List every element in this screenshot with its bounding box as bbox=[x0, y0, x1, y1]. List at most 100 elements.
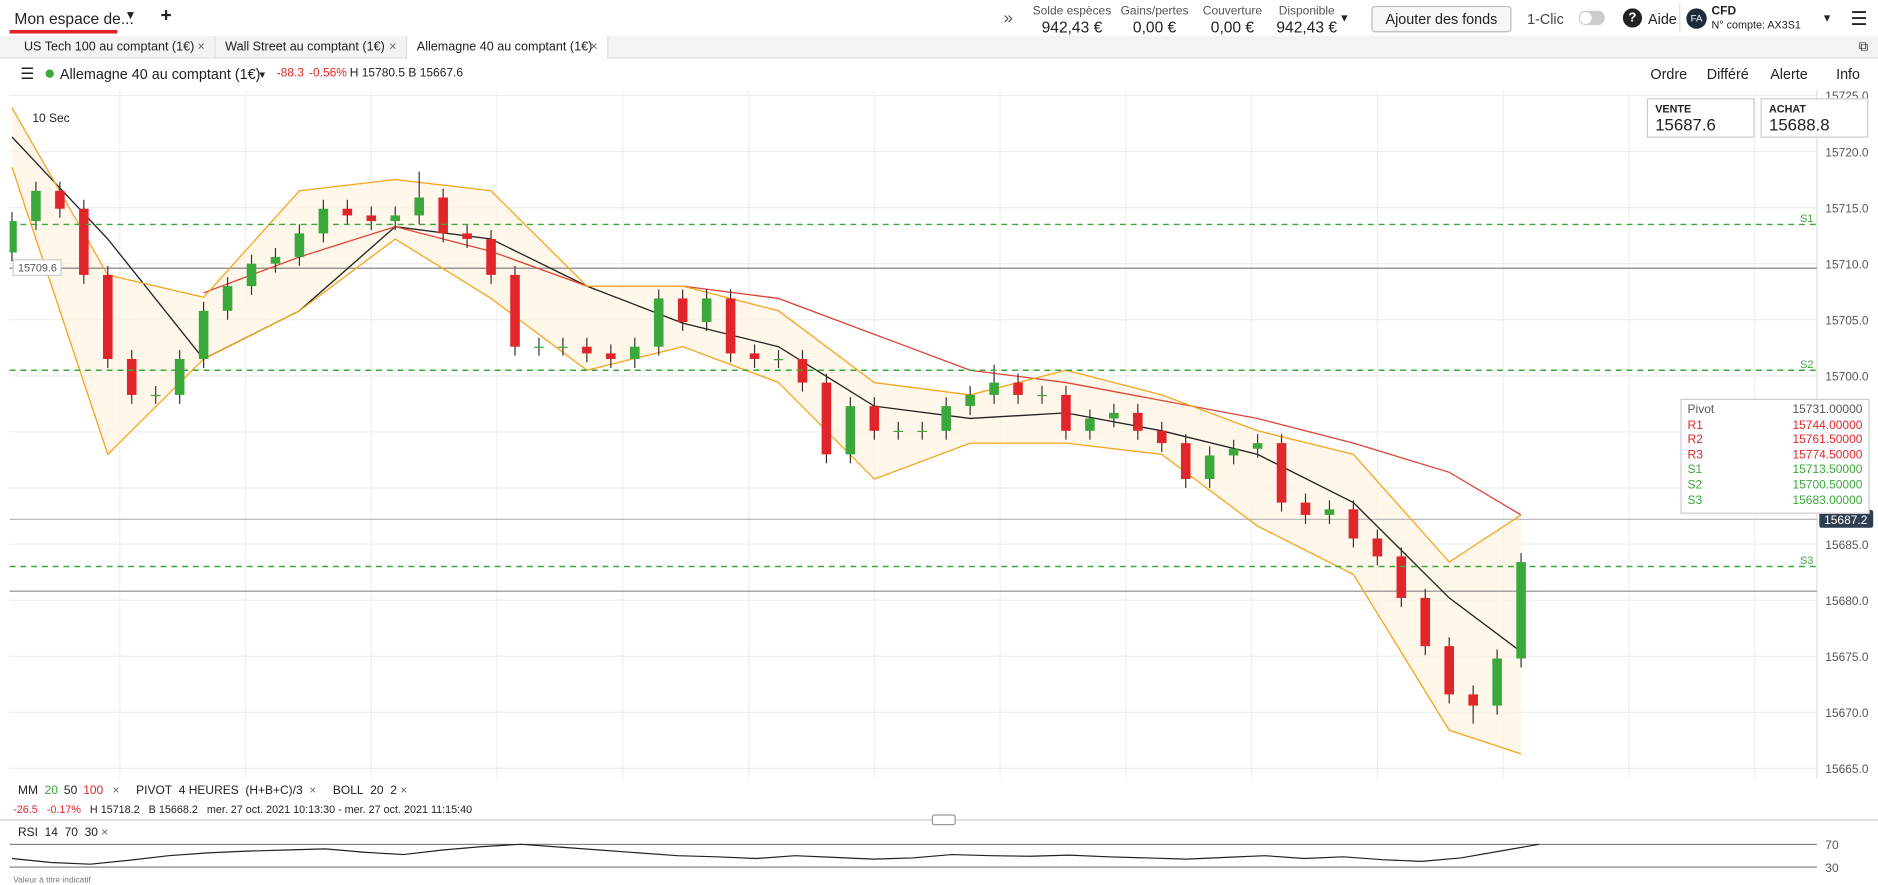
candle-body bbox=[606, 353, 616, 360]
pivot-row: Pivot 15731.00000 bbox=[1688, 404, 1863, 419]
pane-handle[interactable] bbox=[931, 814, 956, 826]
y-tick-label: 15700.0 bbox=[1825, 370, 1869, 384]
pivot-value: 15761.50000 bbox=[1792, 433, 1863, 447]
expand-icon[interactable]: » bbox=[1003, 7, 1014, 27]
candle-body bbox=[31, 190, 41, 222]
pivot-row: R1 15744.00000 bbox=[1688, 419, 1863, 434]
bollinger-fill bbox=[11, 107, 1522, 754]
pivot-name: S1 bbox=[1687, 463, 1703, 478]
candle-body bbox=[1037, 394, 1047, 397]
summary: Gains/pertes 0,00 € bbox=[1114, 5, 1195, 36]
candle-body bbox=[701, 298, 712, 323]
tab-label: Allemagne 40 au comptant (1€) bbox=[416, 39, 593, 54]
sell-price: 15687.6 bbox=[1655, 114, 1716, 135]
buy-box[interactable]: ACHAT 15688.8 bbox=[1760, 98, 1869, 138]
candle-body bbox=[126, 359, 137, 395]
pivot-name: R2 bbox=[1687, 433, 1703, 447]
pivot-line-label: S3 bbox=[1800, 555, 1813, 567]
pivot-row: S1 15713.50000 bbox=[1688, 464, 1863, 479]
dropdown-icon[interactable]: ▼ bbox=[1339, 11, 1350, 24]
info-change-pct: -0.17% bbox=[46, 803, 81, 816]
dropdown-icon[interactable]: ▼ bbox=[1821, 11, 1833, 24]
candle-body bbox=[55, 190, 65, 209]
instrument-name[interactable]: Allemagne 40 au comptant (1€) bbox=[59, 65, 261, 83]
pivot-value: 15744.00000 bbox=[1792, 418, 1863, 432]
candle-body bbox=[150, 394, 161, 397]
candle-body bbox=[342, 208, 353, 216]
help-link[interactable]: Aide bbox=[1648, 10, 1677, 28]
divider bbox=[1679, 3, 1681, 33]
summary-label: Disponible bbox=[1278, 4, 1335, 18]
menu-item[interactable]: Ordre bbox=[1650, 65, 1688, 83]
dropdown-icon[interactable]: ▼ bbox=[257, 69, 267, 81]
candle-body bbox=[1109, 412, 1119, 419]
pivot-formula: (H+B+C)/3 bbox=[245, 784, 303, 798]
candle-body bbox=[366, 215, 377, 222]
menu-item[interactable]: Différé bbox=[1706, 65, 1749, 83]
info-change: -26.5 bbox=[13, 803, 38, 816]
candle-body bbox=[917, 430, 928, 432]
candle-body bbox=[390, 215, 401, 222]
sidebar-icon[interactable]: ☰ bbox=[20, 64, 35, 83]
menu-icon[interactable]: ☰ bbox=[1850, 9, 1868, 30]
add-funds-button[interactable]: Ajouter des fonds bbox=[1371, 5, 1512, 33]
pivot-table: Pivot 15731.00000 R1 15744.00000 R2 15761.500… bbox=[1680, 398, 1870, 515]
help-icon[interactable]: ? bbox=[1622, 8, 1643, 28]
menu-item[interactable]: Info bbox=[1836, 65, 1861, 83]
pivot-value: 15774.50000 bbox=[1792, 448, 1863, 463]
pivot-name: R1 bbox=[1687, 418, 1703, 432]
candle-body bbox=[869, 406, 880, 431]
pivot-name: S2 bbox=[1687, 479, 1703, 493]
tab[interactable]: US Tech 100 au comptant (1€) × bbox=[14, 35, 216, 58]
candle-body bbox=[1061, 394, 1071, 431]
one-click-toggle[interactable] bbox=[1578, 10, 1605, 26]
candle-body bbox=[294, 233, 305, 257]
workspace-menu[interactable]: Mon espace de... bbox=[14, 9, 134, 28]
candle-body bbox=[893, 430, 904, 432]
candle-body bbox=[1156, 430, 1167, 444]
candle-body bbox=[965, 394, 975, 407]
y-tick-label: 15675.0 bbox=[1825, 650, 1869, 664]
dropdown-icon[interactable]: ▼ bbox=[124, 9, 137, 23]
rsi-legend: RSI 14 70 30 × bbox=[17, 826, 109, 840]
tab-active[interactable]: Allemagne 40 au comptant (1€) × bbox=[407, 35, 609, 59]
active-underline bbox=[9, 29, 118, 34]
menu-item[interactable]: Alerte bbox=[1770, 65, 1808, 83]
candle-body bbox=[103, 274, 113, 360]
pivot-row: R3 15774.50000 bbox=[1688, 449, 1863, 464]
candle-body bbox=[845, 406, 856, 455]
one-click-label: 1-Clic bbox=[1527, 10, 1564, 28]
pivot-line-label: S2 bbox=[1800, 359, 1813, 371]
candle-body bbox=[1468, 694, 1478, 706]
ma-period: 100 bbox=[83, 784, 104, 798]
instrument-low: B 15667.6 bbox=[408, 67, 464, 81]
summary-value: 0,00 € bbox=[1132, 17, 1177, 36]
ma-period: 50 bbox=[63, 784, 78, 798]
pivot-label: PIVOT bbox=[136, 784, 173, 798]
popout-icon[interactable]: ⧉ bbox=[1858, 39, 1869, 54]
avatar[interactable]: FA bbox=[1686, 8, 1707, 29]
candle-body bbox=[462, 233, 472, 240]
candle-body bbox=[1348, 509, 1359, 539]
info-low: B 15668.2 bbox=[148, 803, 198, 816]
interval-label: 10 Sec bbox=[32, 112, 70, 126]
instrument-change: -88.3 bbox=[276, 67, 304, 81]
rsi-lower: 30 bbox=[84, 826, 98, 840]
rsi-line bbox=[11, 843, 1540, 865]
summary: Disponible 942,43 € bbox=[1267, 5, 1346, 36]
candle-body bbox=[558, 346, 568, 348]
add-button[interactable]: + bbox=[160, 5, 172, 27]
y-tick-label: 15710.0 bbox=[1825, 257, 1869, 271]
candle-body bbox=[486, 239, 496, 275]
sell-box[interactable]: VENTE 15687.6 bbox=[1646, 98, 1755, 138]
plot bbox=[9, 107, 1817, 755]
candle-body bbox=[1372, 538, 1383, 557]
tab[interactable]: Wall Street au comptant (1€) × bbox=[215, 35, 408, 58]
summary-value: 942,43 € bbox=[1041, 17, 1103, 36]
indicator-line bbox=[11, 107, 1522, 563]
indicator-line bbox=[11, 167, 1522, 755]
indicator-line bbox=[11, 136, 1522, 653]
candle-body bbox=[414, 197, 424, 216]
